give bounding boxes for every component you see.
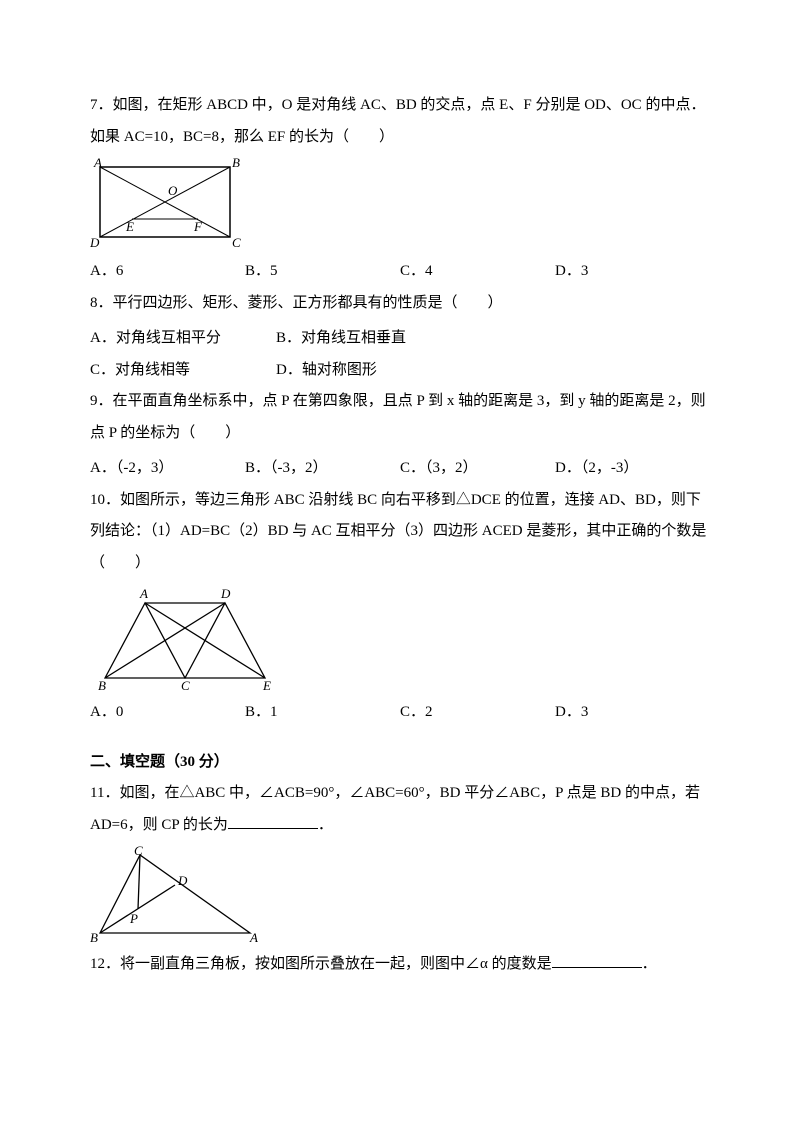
q11-A: A (249, 930, 258, 945)
q9-optB: B．（-3，2） (245, 453, 400, 485)
q8-options: A．对角线互相平分 B．对角线互相垂直 C．对角线相等 D．轴对称图形 (90, 323, 710, 386)
q9-optA: A．（-2，3） (90, 453, 245, 485)
q12-blank (552, 953, 642, 968)
q10-optB: B．1 (245, 697, 400, 729)
q9-optD: D．（2，-3） (555, 453, 710, 485)
q7-text: 7．如图，在矩形 ABCD 中，O 是对角线 AC、BD 的交点，点 E、F 分… (90, 97, 705, 145)
q11-text-a: 11．如图，在△ABC 中，∠ACB=90°，∠ABC=60°，BD 平分∠AB… (90, 785, 700, 833)
question-7: 7．如图，在矩形 ABCD 中，O 是对角线 AC、BD 的交点，点 E、F 分… (90, 90, 710, 153)
q9-options: A．（-2，3） B．（-3，2） C．（3，2） D．（2，-3） (90, 453, 710, 485)
q7-O: O (168, 183, 178, 198)
q7-D: D (90, 235, 100, 250)
q10-optD: D．3 (555, 697, 710, 729)
q11-C: C (134, 845, 143, 858)
question-8: 8．平行四边形、矩形、菱形、正方形都具有的性质是（ ） (90, 288, 710, 320)
q10-text: 10．如图所示，等边三角形 ABC 沿射线 BC 向右平移到△DCE 的位置，连… (90, 492, 706, 571)
section-2-heading: 二、填空题（30 分） (90, 747, 710, 779)
q10-optC: C．2 (400, 697, 555, 729)
q11-D: D (177, 873, 188, 888)
q11-figure: C D P B A (90, 845, 270, 945)
q8-optA: A．对角线互相平分 (90, 323, 276, 355)
q8-optB: B．对角线互相垂直 (276, 323, 710, 355)
q10-C: C (181, 678, 190, 693)
q7-optA: A．6 (90, 256, 245, 288)
q12-text-b: ． (642, 956, 657, 972)
q7-figure: A B C D O E F (90, 157, 250, 252)
q11-text-b: ． (318, 817, 333, 833)
question-11: 11．如图，在△ABC 中，∠ACB=90°，∠ABC=60°，BD 平分∠AB… (90, 778, 710, 841)
q10-E: E (262, 678, 271, 693)
q10-optA: A．0 (90, 697, 245, 729)
q7-optD: D．3 (555, 256, 710, 288)
question-12: 12．将一副直角三角板，按如图所示叠放在一起，则图中∠α 的度数是 ． (90, 949, 710, 981)
q9-text: 9．在平面直角坐标系中，点 P 在第四象限，且点 P 到 x 轴的距离是 3，到… (90, 393, 706, 441)
q11-blank (228, 814, 318, 829)
q7-options: A．6 B．5 C．4 D．3 (90, 256, 710, 288)
question-10: 10．如图所示，等边三角形 ABC 沿射线 BC 向右平移到△DCE 的位置，连… (90, 485, 710, 580)
q8-text: 8．平行四边形、矩形、菱形、正方形都具有的性质是（ ） (90, 295, 503, 311)
q10-B: B (98, 678, 106, 693)
q10-options: A．0 B．1 C．2 D．3 (90, 697, 710, 729)
q7-optC: C．4 (400, 256, 555, 288)
q10-A: A (139, 586, 148, 601)
q7-optB: B．5 (245, 256, 400, 288)
q10-D: D (220, 586, 231, 601)
q8-optC: C．对角线相等 (90, 355, 276, 387)
q7-F: F (193, 219, 203, 234)
q7-C: C (232, 235, 241, 250)
question-9: 9．在平面直角坐标系中，点 P 在第四象限，且点 P 到 x 轴的距离是 3，到… (90, 386, 710, 449)
q12-text-a: 12．将一副直角三角板，按如图所示叠放在一起，则图中∠α 的度数是 (90, 956, 552, 972)
q7-B: B (232, 157, 240, 170)
q7-E: E (125, 219, 134, 234)
q9-optC: C．（3，2） (400, 453, 555, 485)
q11-B: B (90, 930, 98, 945)
q7-A: A (93, 157, 102, 170)
q11-P: P (129, 911, 138, 926)
q10-figure: A D B C E (90, 583, 290, 693)
q8-optD: D．轴对称图形 (276, 355, 710, 387)
